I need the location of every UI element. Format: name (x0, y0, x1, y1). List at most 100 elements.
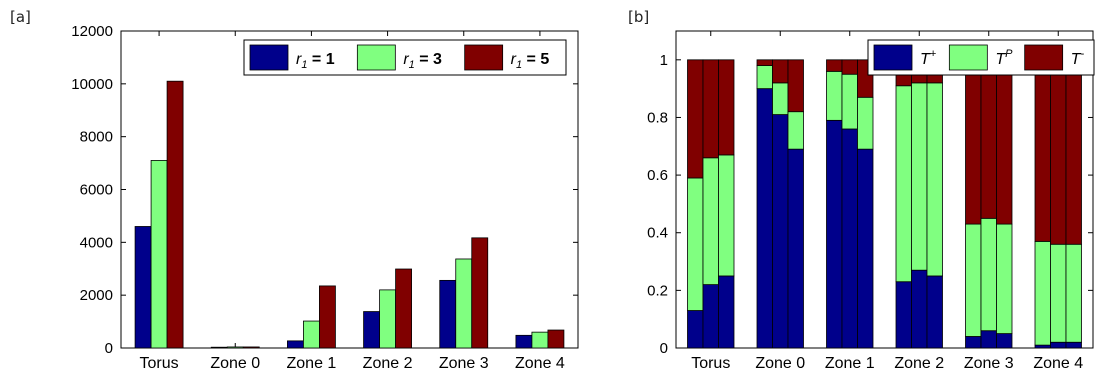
stacked-segment (756, 65, 773, 90)
plot-frame (120, 30, 579, 349)
stacked-segment (787, 148, 804, 349)
y-tick-label: 2000 (80, 287, 113, 304)
stacked-segment (980, 59, 997, 219)
stacked-segment (702, 59, 719, 159)
y-tick-label: 0.2 (647, 282, 668, 299)
stacked-segment (857, 96, 874, 150)
y-tick-label: 10000 (71, 76, 113, 93)
bar-group-1: Torus Zone 0 Zone 1 Zone 2 Zone 3 Zone 4 (687, 31, 1083, 372)
x-tick-label: Zone 4 (515, 355, 565, 372)
x-tick-label: Zone 2 (894, 355, 944, 372)
x-tick-label: Zone 2 (363, 355, 413, 372)
x-tick-label: Zone 3 (964, 355, 1014, 372)
bar-group-0: Torus Zone 0 Zone 1 Zone 2 Zone 3 Zone 4 (134, 31, 565, 372)
stacked-segment (1065, 243, 1082, 343)
stacked-segment (756, 59, 773, 66)
panel-label: [b] (628, 8, 649, 26)
bar (455, 258, 473, 349)
stacked-segment (841, 59, 858, 75)
y-tick-label: 1 (660, 52, 668, 69)
legend-superscript: P (1005, 48, 1013, 60)
stacked-segment (996, 223, 1013, 334)
legend-var: r (403, 51, 409, 68)
legend-label: r1 = 1 (296, 51, 335, 71)
y-tick-label: 4000 (80, 234, 113, 251)
stacked-segment (965, 223, 982, 337)
stacked-segment (702, 157, 719, 286)
panel-label: [a] (10, 8, 31, 26)
stacked-segment (1050, 59, 1067, 245)
stacked-segment (772, 59, 789, 84)
stacked-segment (841, 128, 858, 349)
bar (395, 268, 412, 349)
bar (226, 346, 244, 349)
stacked-segment (687, 177, 704, 311)
legend-label: r1 = 5 (511, 51, 550, 71)
y-tick-label: 6000 (80, 182, 113, 199)
y-tick-label: 0.8 (647, 109, 668, 126)
stacked-segment (1050, 243, 1067, 343)
stacked-segment (702, 284, 719, 349)
stacked-segment (1065, 59, 1082, 245)
stacked-segment (926, 275, 943, 349)
y-tick-label: 0 (660, 340, 668, 357)
legend-swatch (356, 44, 396, 71)
stacked-segment (787, 59, 804, 113)
bar (363, 311, 380, 349)
axes-a: 0 2000 4000 6000 8000 10000 12000 (71, 23, 579, 357)
bar (471, 237, 489, 349)
stacked-segment (718, 59, 735, 156)
legend-superscript: + (930, 48, 937, 60)
x-tick-label: Zone 1 (287, 355, 337, 372)
stacked-segment (1065, 341, 1082, 349)
x-tick-label: Torus (691, 355, 730, 372)
axes-b: 0 0.2 0.4 0.6 0.8 1 (647, 30, 1094, 357)
x-tick-label: Torus (140, 355, 179, 372)
bar (515, 334, 533, 349)
legend-swatch (948, 44, 988, 71)
stacked-segment (980, 330, 997, 349)
stacked-segment (1034, 59, 1051, 242)
stacked-segment (772, 114, 789, 349)
stacked-segment (965, 336, 982, 349)
bar (531, 331, 549, 349)
bar (287, 340, 304, 349)
stacked-segment (826, 59, 843, 72)
legend-label: T+ (920, 48, 937, 68)
stacked-segment (1034, 344, 1051, 349)
legend-value: = 1 (307, 51, 334, 68)
stacked-segment (911, 269, 928, 349)
x-tick-label: Zone 0 (210, 355, 260, 372)
stacked-segment (911, 82, 928, 271)
legend-label: T- (1071, 48, 1085, 68)
stacked-segment (687, 310, 704, 349)
stacked-segment (826, 119, 843, 349)
legend-label: r1 = 3 (403, 51, 442, 71)
legend-swatch (1024, 44, 1064, 71)
stacked-segment (926, 82, 943, 277)
stacked-segment (718, 154, 735, 277)
y-tick-label: 0.6 (647, 167, 668, 184)
stacked-segment (841, 73, 858, 130)
legend-box (243, 39, 567, 76)
stacked-segment (687, 59, 704, 179)
bar (319, 285, 336, 349)
stacked-segment (996, 333, 1013, 349)
x-tick-label: Zone 3 (439, 355, 489, 372)
legend-subscript: 1 (409, 59, 415, 71)
bar (242, 346, 260, 349)
legend-value: = 3 (415, 51, 442, 68)
y-tick-label: 0 (105, 340, 113, 357)
stacked-segment (772, 82, 789, 115)
legend-var: T (995, 51, 1006, 68)
stacked-segment (895, 85, 912, 283)
legend-swatch (249, 44, 289, 71)
bar (166, 80, 184, 349)
legend-var: T (1071, 51, 1082, 68)
legend-value: = 5 (522, 51, 549, 68)
legend-superscript: - (1080, 48, 1084, 60)
bar (547, 329, 565, 349)
bar (303, 320, 320, 349)
bar (379, 289, 396, 349)
